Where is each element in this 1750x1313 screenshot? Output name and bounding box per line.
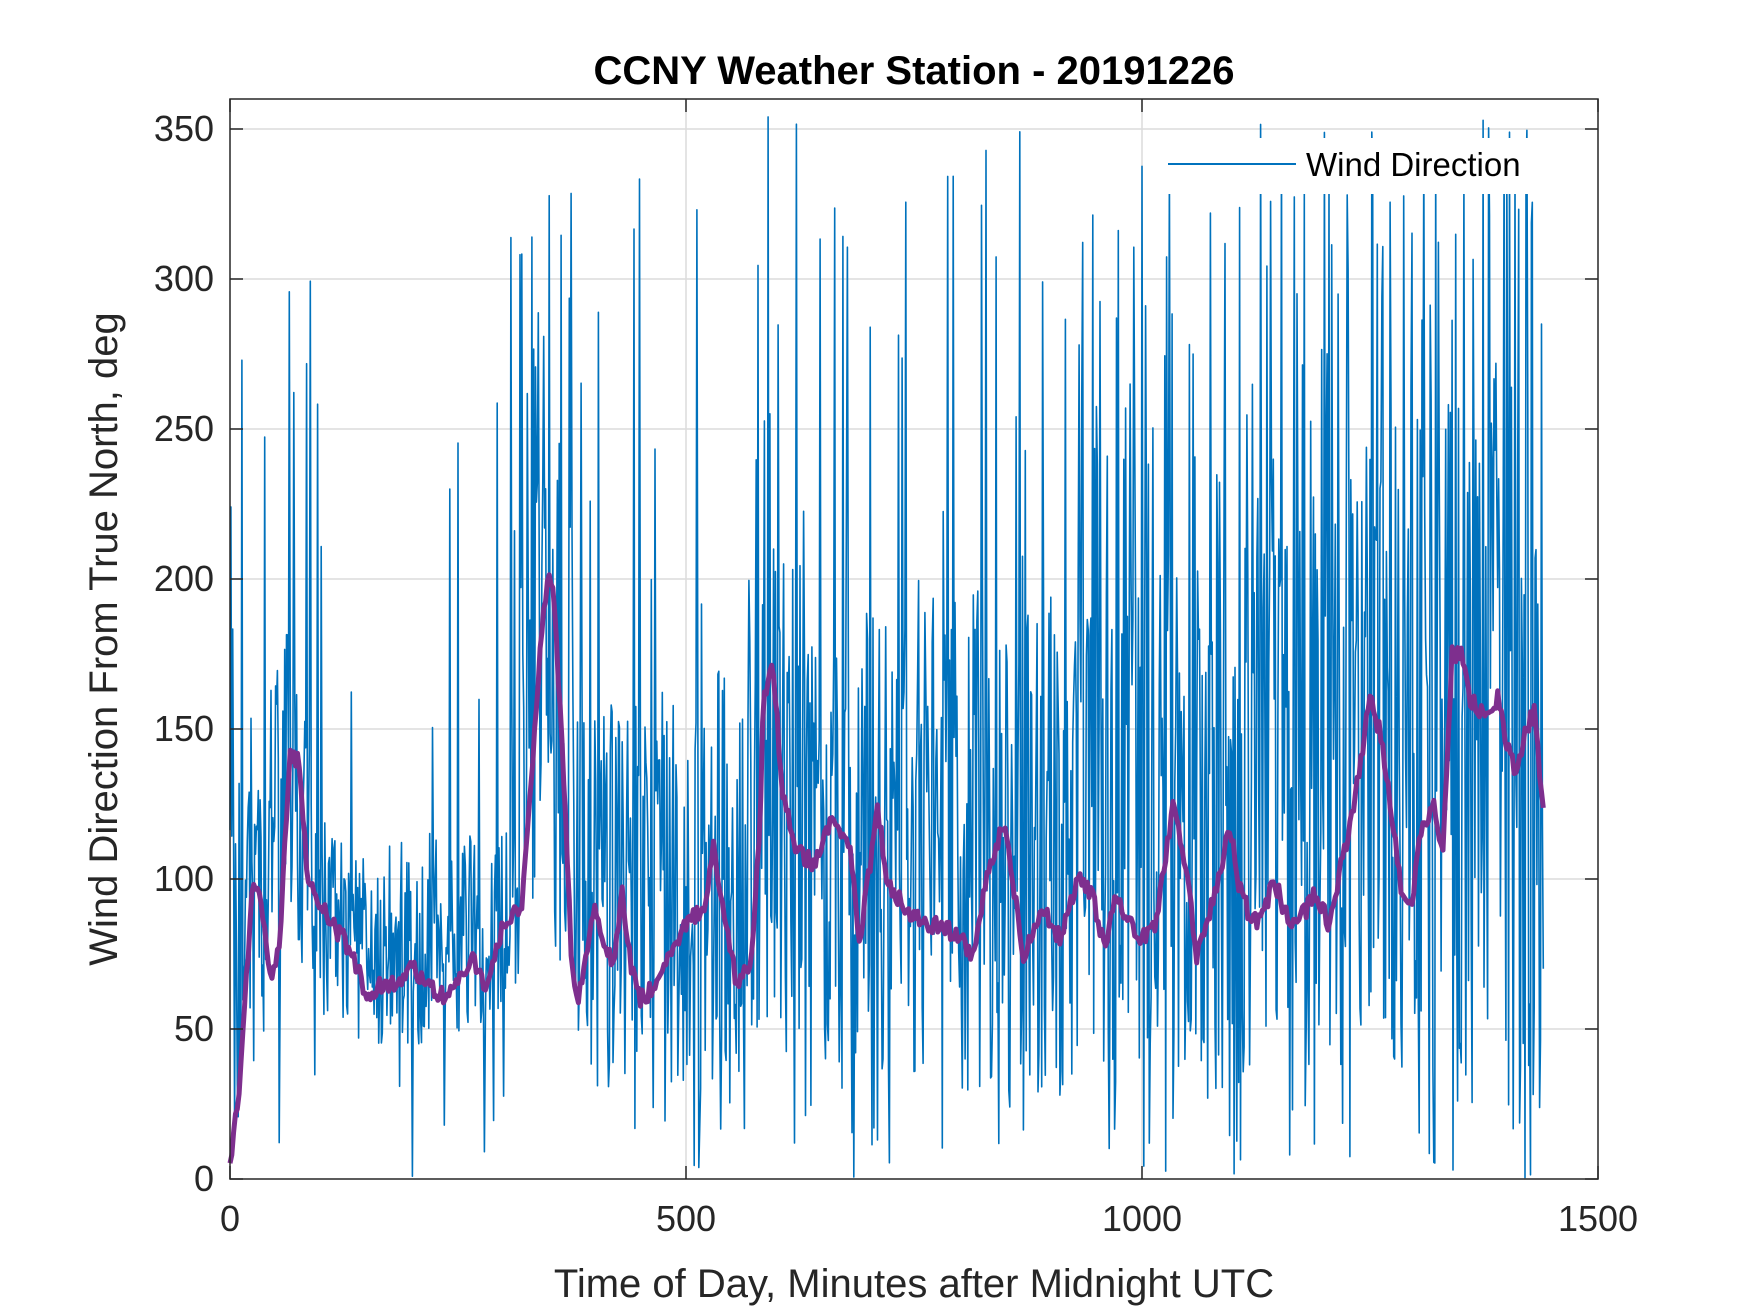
- y-axis-label: Wind Direction From True North, deg: [82, 312, 126, 966]
- x-tick-label: 0: [220, 1198, 240, 1239]
- y-tick-label: 150: [154, 708, 214, 749]
- y-tick-label: 100: [154, 858, 214, 899]
- y-tick-label: 50: [174, 1008, 214, 1049]
- tick-labels: 0 500 1000 1500 0 50 100 150 200 250 300 350: [154, 108, 1638, 1239]
- y-tick-label: 0: [194, 1158, 214, 1199]
- series-line-wind-direction: [229, 116, 1545, 1179]
- axes-box: [229, 98, 1599, 1180]
- legend-box: [1145, 138, 1565, 194]
- x-tick-label: 500: [656, 1198, 716, 1239]
- y-tick-label: 200: [154, 558, 214, 599]
- x-tick-label: 1000: [1102, 1198, 1182, 1239]
- chart-title: CCNY Weather Station - 20191226: [594, 49, 1235, 93]
- legend: Wind Direction: [1145, 138, 1565, 194]
- legend-label-wind-direction: Wind Direction: [1306, 146, 1521, 183]
- tick-marks: [229, 99, 1599, 1180]
- y-tick-label: 350: [154, 108, 214, 149]
- series-layer: [227, 116, 1546, 1179]
- y-tick-label: 250: [154, 408, 214, 449]
- x-tick-label: 1500: [1558, 1198, 1638, 1239]
- x-axis-label: Time of Day, Minutes after Midnight UTC: [554, 1262, 1274, 1306]
- y-tick-label: 300: [154, 258, 214, 299]
- series-line-smoothed: [227, 572, 1546, 1164]
